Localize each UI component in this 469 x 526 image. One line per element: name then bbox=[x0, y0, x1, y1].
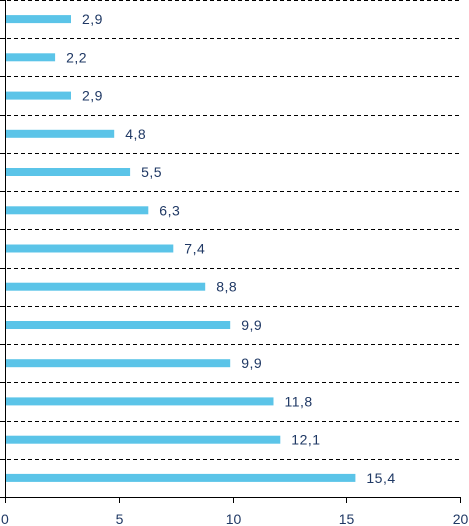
bar bbox=[5, 244, 174, 253]
bar bbox=[5, 15, 71, 24]
gridlines bbox=[0, 0, 460, 460]
bar bbox=[5, 282, 206, 291]
data-label: 11,8 bbox=[285, 393, 313, 409]
x-tick-label: 0 bbox=[1, 511, 9, 526]
data-label: 9,9 bbox=[241, 355, 262, 371]
bar bbox=[5, 435, 281, 444]
data-label: 2,9 bbox=[82, 11, 103, 27]
data-label: 7,4 bbox=[184, 241, 205, 257]
data-label: 4,8 bbox=[125, 126, 146, 142]
bar bbox=[5, 321, 231, 329]
bar bbox=[5, 129, 115, 138]
x-tick-label: 5 bbox=[116, 511, 124, 526]
data-label: 9,9 bbox=[241, 317, 262, 333]
bar bbox=[5, 473, 356, 482]
data-label: 2,2 bbox=[66, 49, 87, 65]
x-tick-label: 10 bbox=[226, 511, 242, 526]
bar bbox=[5, 168, 131, 176]
data-label: 2,9 bbox=[82, 88, 103, 104]
data-label: 12,1 bbox=[291, 432, 320, 448]
bar bbox=[5, 206, 149, 215]
x-tick-label: 15 bbox=[339, 511, 355, 526]
bar bbox=[5, 397, 274, 406]
data-label: 5,5 bbox=[141, 164, 162, 180]
bar bbox=[5, 359, 231, 368]
x-tick-label: 20 bbox=[453, 511, 469, 526]
data-label: 6,3 bbox=[159, 202, 180, 218]
data-label: 15,4 bbox=[366, 470, 395, 486]
bar bbox=[5, 91, 71, 100]
bars bbox=[5, 15, 356, 482]
data-label: 8,8 bbox=[216, 279, 237, 295]
bar bbox=[5, 53, 56, 62]
data-labels: 2,9 2,2 2,9 4,8 5,5 6,3 7,4 8,8 9,9 9,9 11,8 12,1 15… bbox=[66, 11, 395, 486]
